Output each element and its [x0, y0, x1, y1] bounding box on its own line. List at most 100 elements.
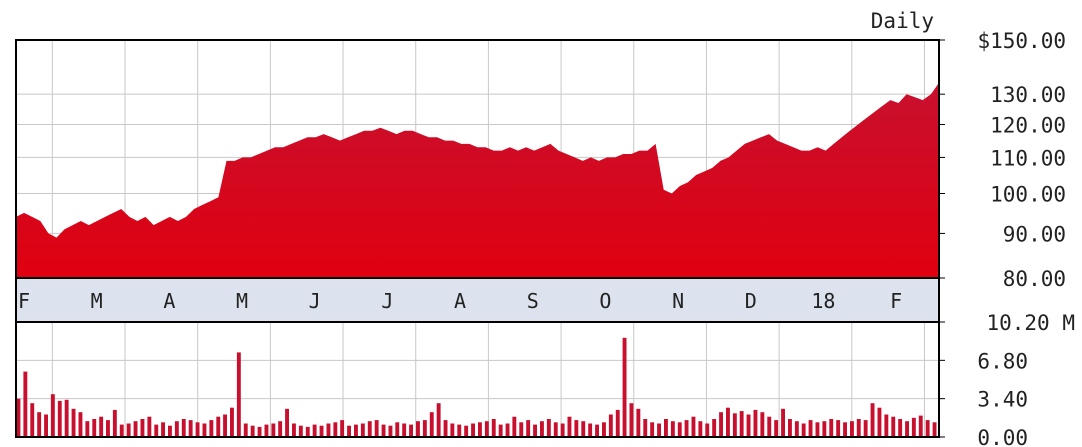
- volume-bar: [836, 420, 841, 437]
- volume-bar: [395, 422, 400, 437]
- volume-bar: [57, 400, 62, 437]
- volume-bar: [581, 421, 586, 437]
- month-label: O: [599, 289, 611, 313]
- volume-bar: [319, 425, 324, 437]
- volume-bar: [918, 415, 923, 437]
- volume-tick-label: 0.00: [977, 426, 1028, 447]
- volume-bar: [732, 413, 737, 437]
- volume-bar: [436, 403, 441, 437]
- volume-bar: [285, 408, 289, 437]
- volume-bar: [223, 414, 227, 437]
- volume-bar: [519, 422, 524, 437]
- volume-bar: [312, 424, 317, 437]
- month-labels: F M A M J J A S O N D 18 F: [18, 289, 902, 313]
- volume-bar: [174, 421, 179, 437]
- month-label: A: [454, 289, 466, 313]
- volume-bar: [333, 422, 338, 437]
- volume-bar: [64, 399, 69, 437]
- volume-bar: [760, 412, 765, 437]
- volume-bar: [643, 419, 648, 437]
- volume-bar: [843, 422, 847, 437]
- volume-bar: [457, 424, 462, 437]
- volume-bar: [746, 414, 751, 437]
- volume-bar: [636, 408, 641, 437]
- volume-bar: [622, 337, 627, 437]
- month-label: J: [309, 289, 321, 313]
- volume-bar: [588, 423, 593, 437]
- price-tick-label: 110.00: [990, 146, 1066, 170]
- volume-bar: [471, 423, 475, 437]
- volume-bar: [512, 416, 517, 437]
- volume-tick-label: 6.80: [977, 349, 1028, 373]
- volume-bar: [257, 426, 262, 437]
- price-axis-ticks: $150.00 130.00 120.00 110.00 100.00 90.00 80.0…: [939, 29, 1066, 291]
- volume-bar: [774, 420, 779, 437]
- volume-bar: [629, 403, 634, 437]
- volume-bar: [147, 416, 152, 437]
- month-band: [15, 277, 940, 323]
- month-label: 18: [811, 289, 835, 313]
- volume-bar: [540, 421, 544, 437]
- price-tick-label: 90.00: [1003, 222, 1066, 246]
- volume-bar: [50, 394, 55, 437]
- volume-bar: [168, 425, 172, 437]
- volume-tick-label: 3.40: [977, 388, 1028, 412]
- volume-bar: [250, 425, 255, 437]
- volume-bar: [491, 419, 496, 437]
- price-tick-label: 130.00: [990, 83, 1066, 107]
- volume-bar: [877, 407, 882, 437]
- volume-bar: [574, 420, 579, 437]
- volume-bar: [305, 426, 310, 437]
- volume-bar: [850, 421, 854, 437]
- volume-bar: [726, 407, 730, 437]
- volume-bar: [119, 424, 124, 437]
- volume-bar: [85, 421, 90, 437]
- volume-bar: [416, 421, 420, 437]
- volume-bar: [367, 421, 372, 437]
- volume-bar: [705, 423, 710, 437]
- volume-panel-frame: [15, 321, 940, 438]
- volume-bar: [794, 421, 799, 437]
- volume-bar: [450, 423, 455, 437]
- volume-bar: [898, 419, 903, 437]
- volume-bar: [126, 423, 131, 437]
- volume-bar: [44, 414, 48, 437]
- volume-bar: [161, 422, 165, 437]
- month-label: J: [381, 289, 393, 313]
- volume-bar: [526, 420, 531, 437]
- volume-bar: [347, 425, 351, 437]
- chart-title: Daily: [871, 9, 934, 33]
- volume-bar: [478, 422, 482, 437]
- volume-bar: [670, 421, 675, 437]
- volume-bar: [829, 419, 834, 437]
- volume-bar: [181, 419, 186, 437]
- volume-bar: [236, 352, 241, 437]
- volume-bar: [230, 407, 234, 437]
- volume-bar: [863, 420, 868, 437]
- volume-bar: [484, 421, 489, 437]
- volume-bar: [209, 420, 214, 437]
- volume-bar: [925, 420, 930, 437]
- volume-bars: [16, 337, 937, 437]
- volume-bar: [37, 412, 42, 437]
- volume-bar: [443, 420, 448, 437]
- volume-bar: [684, 420, 689, 437]
- volume-bar: [650, 422, 655, 437]
- volume-bar: [140, 419, 145, 437]
- price-area-series: [16, 82, 939, 278]
- volume-bar: [767, 416, 772, 437]
- volume-bar: [30, 403, 35, 437]
- price-tick-label: 80.00: [1003, 267, 1066, 291]
- volume-bar: [905, 421, 909, 437]
- volume-bar: [560, 423, 565, 437]
- volume-bar: [712, 419, 717, 437]
- volume-bar: [278, 421, 283, 437]
- month-label: N: [672, 289, 684, 313]
- volume-bar: [402, 423, 407, 437]
- price-tick-label: 120.00: [990, 113, 1066, 137]
- volume-bar: [112, 409, 117, 437]
- volume-bar: [16, 398, 21, 437]
- month-label: M: [91, 289, 103, 313]
- volume-bar: [264, 424, 269, 437]
